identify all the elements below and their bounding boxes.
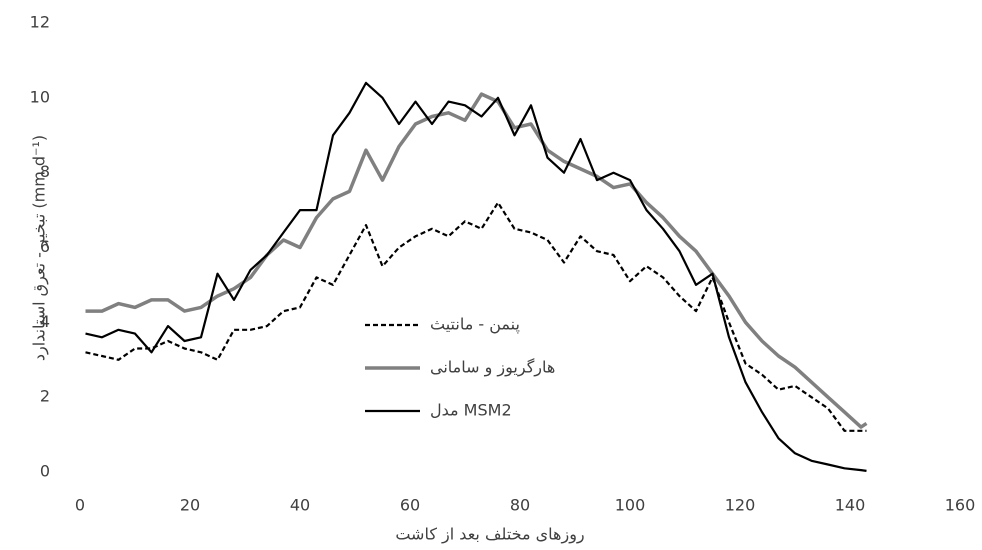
x-tick-label: 140 (835, 496, 866, 515)
legend-label: هارگریوز و سامانی (430, 358, 555, 378)
legend-label: مدل MSM2 (430, 401, 512, 420)
x-tick-label: 120 (725, 496, 756, 515)
x-tick-label: 0 (75, 496, 85, 515)
x-tick-label: 20 (180, 496, 200, 515)
series-line (85, 201, 867, 432)
x-tick-label: 100 (615, 496, 646, 515)
y-tick-label: 8 (40, 162, 50, 181)
x-axis-label: روزهای مختلف بعد از کاشت (395, 525, 584, 545)
y-tick-label: 4 (40, 312, 50, 331)
x-tick-label: 160 (945, 496, 976, 515)
y-tick-label: 2 (40, 387, 50, 406)
x-tick-label: 60 (400, 496, 420, 515)
legend-label: پنمن - مانتیث (430, 315, 520, 335)
y-tick-label: 6 (40, 237, 50, 256)
y-tick-label: 0 (40, 462, 50, 481)
y-tick-label: 12 (30, 13, 50, 32)
x-tick-label: 40 (290, 496, 310, 515)
y-axis-label: تبخیر - تعرق استاندارد (mm d⁻¹) (30, 135, 50, 361)
x-tick-label: 80 (510, 496, 530, 515)
series-line (85, 81, 867, 472)
y-tick-label: 10 (30, 87, 50, 106)
series-line (85, 92, 868, 429)
